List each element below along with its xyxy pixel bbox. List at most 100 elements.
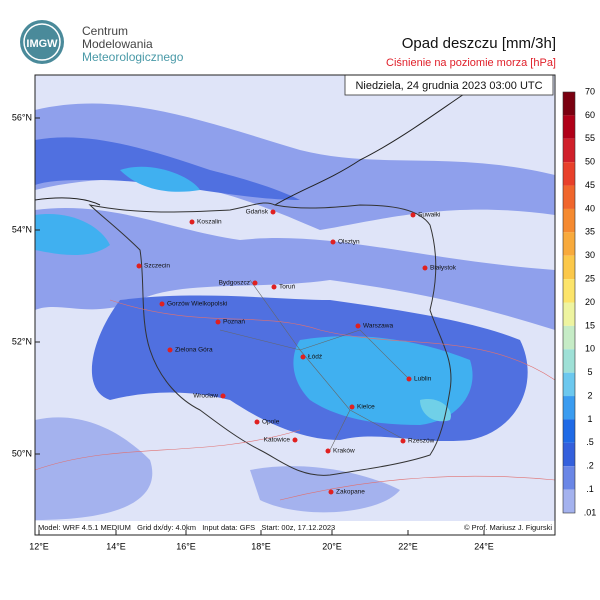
colorbar-label: 20 <box>585 297 595 307</box>
colorbar-label: 30 <box>585 250 595 260</box>
colorbar-label: 40 <box>585 203 595 213</box>
lon-label: 18°E <box>251 541 271 551</box>
lon-label: 20°E <box>322 541 342 551</box>
city-dot <box>220 393 226 399</box>
city-dot <box>189 219 195 225</box>
city-dot <box>136 263 142 269</box>
colorbar-box <box>563 419 575 443</box>
colorbar-label: .1 <box>586 484 594 494</box>
city-dot <box>400 438 406 444</box>
city-label: Suwałki <box>418 212 440 219</box>
colorbar-box <box>563 208 575 233</box>
colorbar-box <box>563 349 575 373</box>
city-dot <box>422 265 428 271</box>
lon-label: 22°E <box>398 541 418 551</box>
city-dot <box>167 347 173 353</box>
colorbar-box <box>563 162 575 186</box>
precip-area <box>420 399 451 422</box>
precip-area <box>35 214 110 255</box>
footer-credit: © Prof. Mariusz J. Figurski <box>464 523 552 532</box>
lon-label: 24°E <box>474 541 494 551</box>
colorbar-box <box>563 302 575 326</box>
lon-label: 14°E <box>106 541 126 551</box>
colorbar-box <box>563 442 575 467</box>
city-dot <box>349 404 355 410</box>
city-dot <box>159 301 165 307</box>
colorbar-box <box>563 466 575 490</box>
city-label: Zakopane <box>336 489 365 496</box>
date: Niedziela, 24 grudnia 2023 03:00 UTC <box>355 80 542 92</box>
colorbar-box <box>563 115 575 139</box>
city-dot <box>215 319 221 325</box>
logo-circle <box>20 20 64 64</box>
colorbar-box <box>563 185 575 209</box>
colorbar-label: 45 <box>585 180 595 190</box>
colorbar-label: 1 <box>587 414 592 424</box>
colorbar-label: .5 <box>586 437 594 447</box>
colorbar-box <box>563 92 575 116</box>
colorbar-label: 15 <box>585 320 595 330</box>
city-label: Koszalin <box>197 219 222 226</box>
colorbar-label: 55 <box>585 133 595 143</box>
logo: IMGW <box>20 20 64 64</box>
lat-label: 54°N <box>12 224 32 234</box>
precip-area <box>35 137 300 200</box>
org-line: Meteorologicznego <box>82 50 184 64</box>
footer-model: Model: WRF 4.5.1 MEDIUM Grid dx/dy: 4.0k… <box>38 523 335 532</box>
city-dot <box>270 209 276 215</box>
map-frame <box>34 74 556 536</box>
country-border <box>88 202 452 476</box>
lat-label: 56°N <box>12 112 32 122</box>
city-label: Kraków <box>333 448 355 455</box>
precip-area <box>120 166 200 192</box>
city-label: Kielce <box>357 404 375 411</box>
city-dot <box>254 419 260 425</box>
city-dot <box>410 212 416 218</box>
precip-area <box>35 207 555 330</box>
city-dot <box>292 437 298 443</box>
lon-label: 16°E <box>176 541 196 551</box>
city-label: Rzeszów <box>408 438 435 445</box>
city-label: Toruń <box>279 284 296 291</box>
city-label: Katowice <box>264 437 291 444</box>
isobar <box>34 299 556 501</box>
lat-label: 50°N <box>12 448 32 458</box>
colorbar-label: 50 <box>585 157 595 167</box>
precip-area <box>35 103 555 230</box>
colorbar-box <box>563 396 575 420</box>
city-label: Zielona Góra <box>175 347 213 354</box>
colorbar-label: 60 <box>585 110 595 120</box>
colorbar-box <box>563 279 575 303</box>
colorbar-box <box>563 325 575 350</box>
colorbar-box <box>563 255 575 280</box>
city-label: Gorzów Wielkopolski <box>167 301 227 308</box>
subtitle: Ciśnienie na poziomie morza [hPa] <box>386 57 556 69</box>
city-label: Bydgoszcz <box>219 280 250 287</box>
colorbar-box <box>563 138 575 163</box>
city-dot <box>252 280 258 286</box>
city-dot <box>406 376 412 382</box>
colorbar-box <box>563 489 575 513</box>
colorbar-label: .2 <box>586 461 594 471</box>
logo-ring <box>23 23 61 61</box>
precip-area <box>35 417 153 520</box>
city-label: Białystok <box>430 265 457 272</box>
org-line: Modelowania <box>82 37 153 51</box>
region-border <box>219 279 411 451</box>
precip-area <box>250 466 400 513</box>
colorbar-label: 10 <box>585 344 595 354</box>
city-label: Warszawa <box>363 323 393 330</box>
lon-label: 12°E <box>29 541 49 551</box>
city-label: Wrocław <box>193 393 218 400</box>
city-label: Gdańsk <box>246 209 269 216</box>
colorbar-label: 5 <box>587 367 592 377</box>
city-label: Olsztyn <box>338 239 360 246</box>
city-label: Opole <box>262 419 280 426</box>
colorbar-box <box>563 232 575 256</box>
colorbar-label: 70 <box>585 86 595 96</box>
lat-label: 52°N <box>12 336 32 346</box>
org-line: Centrum <box>82 24 128 38</box>
city-dot <box>328 489 334 495</box>
colorbar-label: 2 <box>587 390 592 400</box>
